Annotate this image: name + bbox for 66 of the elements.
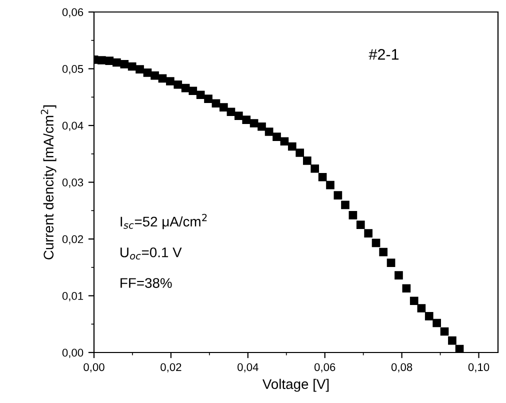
- point: [166, 77, 174, 86]
- point: [326, 180, 334, 190]
- point: [334, 191, 342, 200]
- x-tick-label: 0,08: [391, 363, 412, 372]
- point: [424, 312, 434, 320]
- y-tick-label: 0,01: [62, 292, 84, 302]
- point: [310, 164, 320, 173]
- point: [105, 56, 114, 65]
- point: [120, 60, 129, 68]
- point: [296, 148, 304, 157]
- y-tick-label: 0,06: [62, 8, 84, 18]
- y-tick-label: 0,04: [62, 122, 84, 131]
- point: [226, 108, 236, 116]
- point: [417, 304, 426, 312]
- point: [212, 99, 220, 108]
- point: [250, 119, 258, 128]
- y-tick-label: 0,05: [62, 65, 84, 74]
- point: [448, 336, 456, 345]
- annotation: I$_{sc}$=52 μA/cm$^{2}$: [120, 214, 207, 230]
- y-tick-label: 0,03: [62, 178, 84, 188]
- point: [143, 68, 152, 77]
- point: [150, 71, 159, 80]
- point: [455, 344, 464, 352]
- x-tick-label: 0,04: [238, 363, 258, 372]
- point: [258, 122, 266, 131]
- point: [158, 74, 167, 83]
- y-tick-label: 0,02: [62, 235, 84, 244]
- point: [302, 156, 312, 165]
- point: [98, 56, 106, 64]
- point: [196, 90, 205, 100]
- point: [128, 62, 136, 71]
- point: [440, 327, 449, 336]
- y-axis-title: Current dencity [mA/cm$^{2}$]: [40, 105, 56, 260]
- point: [348, 211, 358, 220]
- point: [174, 80, 182, 89]
- point: [112, 58, 121, 67]
- point: [264, 128, 274, 136]
- point: [364, 229, 372, 238]
- x-tick-label: 0,00: [84, 363, 104, 372]
- point: [402, 284, 411, 293]
- point: [379, 248, 388, 256]
- point: [394, 271, 403, 280]
- point: [234, 112, 243, 120]
- point: [288, 142, 296, 151]
- annotation: U$_{oc}$=0.1 V: [120, 247, 182, 260]
- y-tick-label: 0,00: [62, 348, 84, 358]
- x-axis-title: Voltage [V]: [262, 378, 329, 392]
- point: [410, 296, 418, 306]
- point: [386, 258, 396, 267]
- point: [188, 86, 198, 96]
- point: [432, 318, 441, 328]
- point: [341, 200, 350, 210]
- point: [356, 220, 365, 229]
- annotation: #2-1: [368, 49, 399, 60]
- point: [242, 116, 251, 124]
- point: [280, 137, 289, 146]
- point: [272, 132, 281, 142]
- x-tick-label: 0,10: [468, 363, 490, 372]
- point: [220, 103, 228, 112]
- point: [372, 238, 380, 248]
- x-tick-label: 0,06: [314, 363, 336, 372]
- annotation: FF=38%: [120, 278, 172, 288]
- point: [204, 94, 212, 103]
- point: [318, 172, 327, 182]
- point: [136, 65, 144, 74]
- x-tick-label: 0,02: [160, 363, 182, 372]
